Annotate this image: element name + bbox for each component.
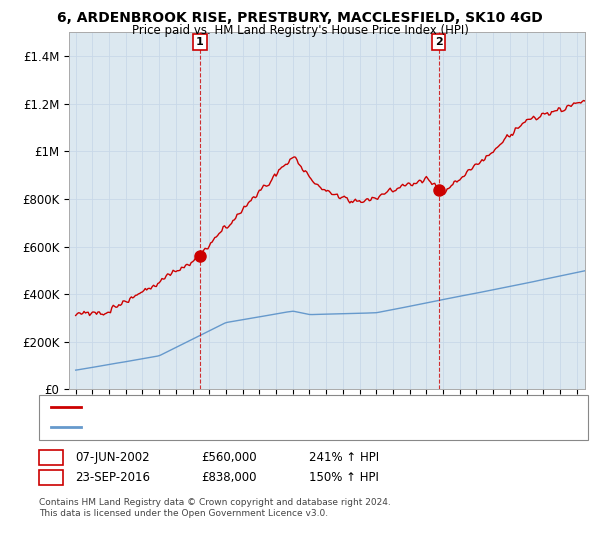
Text: 2: 2 [47, 471, 55, 484]
Text: 1: 1 [196, 37, 204, 47]
Text: 2: 2 [434, 37, 442, 47]
Text: 07-JUN-2002: 07-JUN-2002 [75, 451, 149, 464]
Text: 241% ↑ HPI: 241% ↑ HPI [309, 451, 379, 464]
Text: £838,000: £838,000 [201, 471, 257, 484]
Text: 6, ARDENBROOK RISE, PRESTBURY, MACCLESFIELD, SK10 4GD: 6, ARDENBROOK RISE, PRESTBURY, MACCLESFI… [57, 11, 543, 25]
Text: 150% ↑ HPI: 150% ↑ HPI [309, 471, 379, 484]
Text: 23-SEP-2016: 23-SEP-2016 [75, 471, 150, 484]
Text: £560,000: £560,000 [201, 451, 257, 464]
Text: Price paid vs. HM Land Registry's House Price Index (HPI): Price paid vs. HM Land Registry's House … [131, 24, 469, 36]
Text: 6, ARDENBROOK RISE, PRESTBURY, MACCLESFIELD, SK10 4GD (detached house): 6, ARDENBROOK RISE, PRESTBURY, MACCLESFI… [90, 402, 510, 412]
Text: Contains HM Land Registry data © Crown copyright and database right 2024.
This d: Contains HM Land Registry data © Crown c… [39, 498, 391, 518]
Text: HPI: Average price, detached house, Cheshire East: HPI: Average price, detached house, Ches… [90, 422, 355, 432]
Text: 1: 1 [47, 451, 55, 464]
